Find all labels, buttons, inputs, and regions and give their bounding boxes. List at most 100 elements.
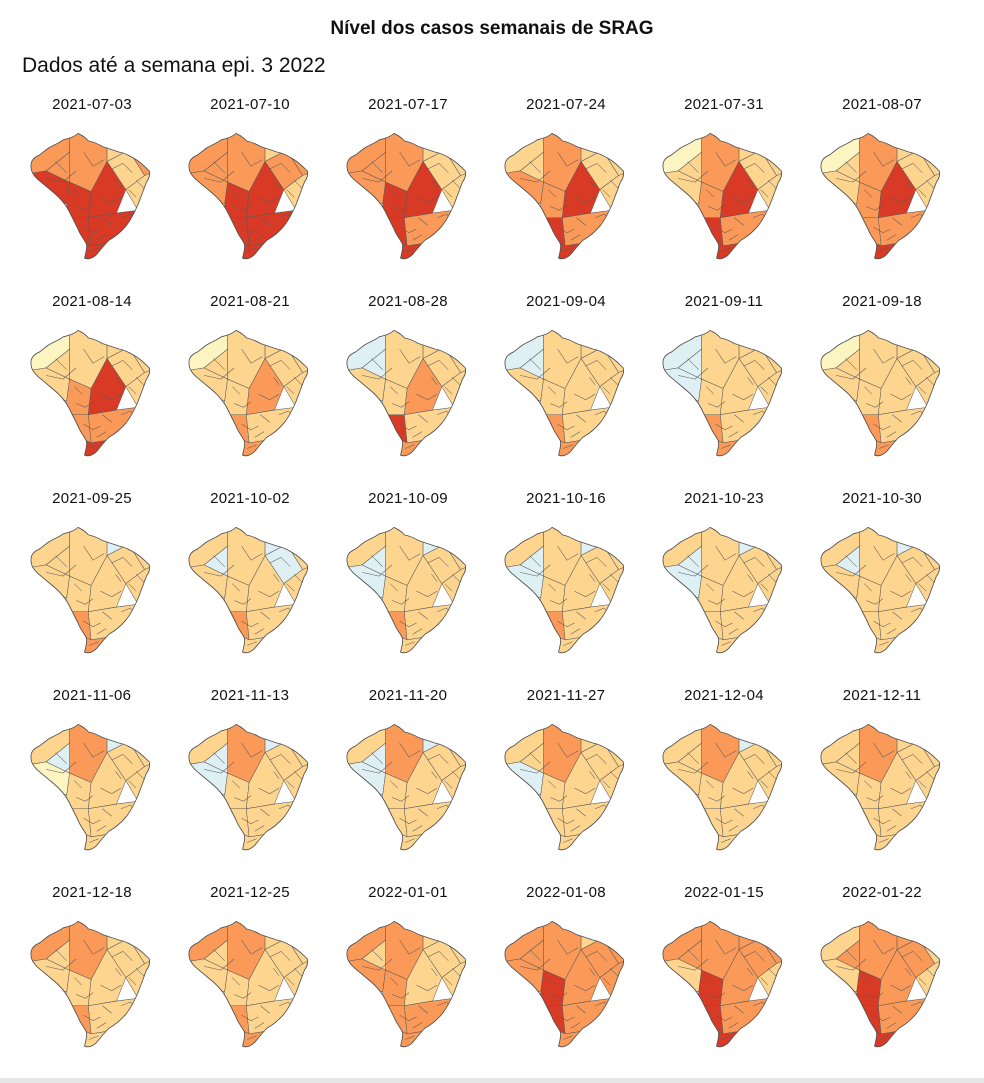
- region-divider: [557, 817, 575, 825]
- region-divider: [286, 189, 295, 198]
- region-divider: [557, 1014, 575, 1022]
- region-divider: [866, 598, 884, 605]
- region-zone: [361, 742, 386, 774]
- region-divider: [886, 1022, 897, 1029]
- region-divider: [743, 360, 765, 370]
- region-divider: [734, 1005, 744, 1014]
- map-panel: 2021-09-25: [8, 490, 166, 687]
- region-divider: [905, 377, 912, 385]
- country-border: [662, 723, 783, 851]
- map-panel: 2021-07-03: [8, 96, 166, 293]
- region-divider: [111, 163, 133, 173]
- region-divider: [258, 787, 280, 795]
- region-divider: [269, 754, 291, 764]
- brazil-map: [820, 723, 941, 851]
- region-divider: [273, 574, 280, 582]
- region-divider: [732, 393, 754, 401]
- region-divider: [444, 583, 453, 592]
- region-divider: [845, 752, 857, 764]
- brazil-map: [820, 329, 941, 457]
- region-divider: [901, 754, 923, 764]
- map-date-label: 2021-12-25: [210, 884, 290, 901]
- region-divider: [585, 163, 607, 173]
- brazil-map: [662, 920, 783, 1048]
- region-divider: [234, 598, 252, 605]
- map-panel: 2021-12-25: [166, 884, 324, 1081]
- region-divider: [574, 984, 596, 992]
- brazil-map: [188, 723, 309, 851]
- region-divider: [115, 377, 122, 385]
- region-divider: [721, 838, 731, 843]
- region-divider: [371, 161, 383, 173]
- region-zone: [380, 414, 408, 444]
- country-border: [30, 132, 151, 260]
- region-divider: [128, 189, 137, 198]
- country-border: [820, 132, 941, 260]
- region-divider: [866, 992, 884, 999]
- region-divider: [416, 787, 438, 795]
- region-divider: [111, 754, 133, 764]
- region-divider: [234, 795, 252, 802]
- region-divider: [715, 939, 737, 955]
- region-divider: [416, 984, 438, 992]
- region-divider: [213, 949, 225, 961]
- region-divider: [46, 958, 77, 971]
- region-divider: [734, 217, 744, 226]
- region-divider: [548, 189, 556, 198]
- region-divider: [563, 247, 573, 252]
- region-divider: [721, 641, 731, 646]
- region-divider: [715, 620, 733, 628]
- region-divider: [418, 1005, 428, 1014]
- region-divider: [128, 583, 137, 592]
- region-divider: [879, 641, 889, 646]
- region-divider: [55, 555, 67, 567]
- region-zone: [45, 939, 70, 971]
- region-divider: [89, 444, 99, 449]
- region-divider: [286, 977, 295, 986]
- region-divider: [576, 217, 586, 226]
- region-divider: [269, 360, 291, 370]
- region-divider: [232, 386, 240, 395]
- region-divider: [836, 761, 867, 774]
- region-divider: [46, 761, 77, 774]
- region-divider: [46, 170, 77, 183]
- brazil-map: [504, 723, 625, 851]
- region-divider: [100, 984, 122, 992]
- region-divider: [76, 204, 94, 211]
- region-divider: [399, 620, 417, 628]
- region-divider: [405, 641, 415, 646]
- region-divider: [392, 204, 410, 211]
- region-divider: [864, 386, 872, 395]
- region-divider: [873, 742, 895, 758]
- region-divider: [100, 393, 122, 401]
- region-zone: [380, 808, 408, 838]
- region-divider: [845, 358, 857, 370]
- region-divider: [873, 1014, 891, 1022]
- region-divider: [548, 780, 556, 789]
- region-divider: [241, 1014, 259, 1022]
- region-divider: [879, 444, 889, 449]
- region-divider: [260, 808, 270, 817]
- region-divider: [89, 247, 99, 252]
- region-zone: [538, 1005, 566, 1035]
- region-divider: [550, 598, 568, 605]
- country-border: [346, 132, 467, 260]
- region-zone: [835, 742, 860, 774]
- region-divider: [743, 951, 765, 961]
- region-divider: [258, 393, 280, 401]
- region-zone: [720, 948, 759, 1007]
- region-divider: [269, 557, 291, 567]
- region-zone: [45, 348, 70, 380]
- region-divider: [715, 545, 737, 561]
- map-panel: 2022-01-22: [798, 884, 956, 1081]
- region-divider: [405, 1035, 415, 1040]
- region-divider: [444, 780, 453, 789]
- region-divider: [76, 795, 94, 802]
- region-divider: [678, 761, 709, 774]
- region-divider: [232, 780, 240, 789]
- region-divider: [760, 189, 769, 198]
- region-divider: [585, 360, 607, 370]
- brazil-map: [820, 920, 941, 1048]
- region-divider: [886, 628, 897, 635]
- map-panel: 2021-09-11: [640, 293, 798, 490]
